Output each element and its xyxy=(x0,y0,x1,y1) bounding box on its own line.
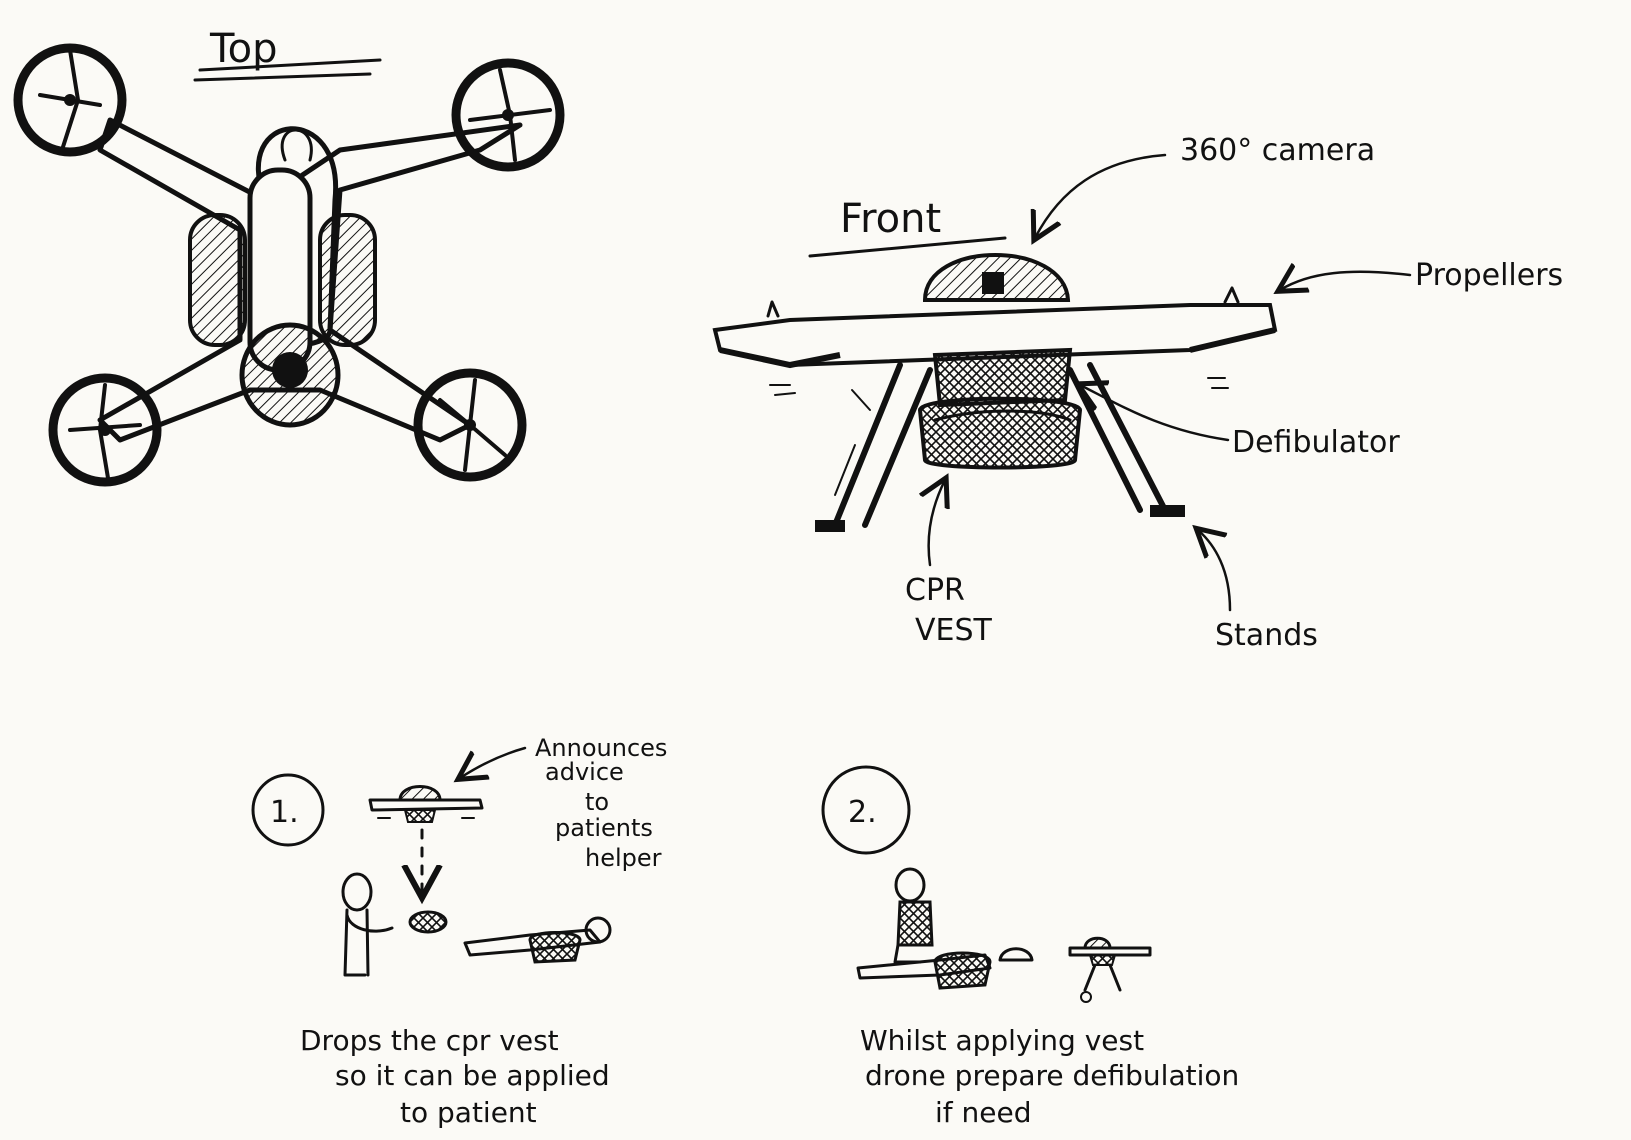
announce-line5: helper xyxy=(585,844,662,872)
step1-badge xyxy=(251,773,325,847)
stands-label: Stands xyxy=(1215,618,1318,653)
step2-badge xyxy=(821,765,911,855)
front-view-drone xyxy=(712,253,1278,532)
cpr-arrow xyxy=(929,480,945,567)
step1-helper-figure xyxy=(341,872,394,977)
defibrillator-arrow xyxy=(1080,385,1230,442)
step2-drone xyxy=(1068,936,1152,1003)
step2-helper-figure xyxy=(893,867,934,964)
step2-caption-line1: Whilst applying vest xyxy=(860,1024,1144,1057)
rotor-rear-right xyxy=(413,368,527,482)
announce-line4: patients xyxy=(555,814,653,842)
top-view-drone xyxy=(13,43,565,487)
step2-patient-figure xyxy=(856,947,1034,990)
announce-line2: advice xyxy=(545,758,624,786)
step2-caption-line3: if need xyxy=(935,1096,1032,1129)
front-view-title: Front xyxy=(840,196,941,242)
front-title-underline xyxy=(808,236,1007,258)
announce-line3: to xyxy=(585,788,609,816)
cpr-label-line1: CPR xyxy=(905,573,965,608)
step1-caption-line3: to patient xyxy=(400,1096,537,1129)
camera-arrow xyxy=(1035,153,1167,238)
top-title-underline xyxy=(193,58,382,82)
step1-drone xyxy=(368,785,484,823)
step1-falling-vest xyxy=(408,910,448,934)
defibrillator-label: Defibulator xyxy=(1232,425,1400,460)
rotor-front-right xyxy=(451,58,565,172)
step1-caption-line2: so it can be applied xyxy=(335,1059,610,1092)
step2-number: 2. xyxy=(848,795,877,830)
rotor-rear-left xyxy=(48,373,162,487)
announce-line1: Announces xyxy=(535,734,667,762)
camera-label: 360° camera xyxy=(1180,133,1375,168)
stands-arrow xyxy=(1198,530,1232,612)
announce-arrow xyxy=(460,746,527,778)
rotor-front-left xyxy=(13,43,127,157)
step1-number: 1. xyxy=(270,795,299,830)
step1-patient-figure xyxy=(463,916,612,964)
step1-caption-line1: Drops the cpr vest xyxy=(300,1024,559,1057)
cpr-label-line2: VEST xyxy=(915,613,993,648)
propellers-label: Propellers xyxy=(1415,258,1563,293)
propellers-arrow xyxy=(1280,272,1412,290)
step2-caption-line2: drone prepare defibulation xyxy=(865,1059,1239,1092)
top-view-title: Top xyxy=(209,26,278,72)
